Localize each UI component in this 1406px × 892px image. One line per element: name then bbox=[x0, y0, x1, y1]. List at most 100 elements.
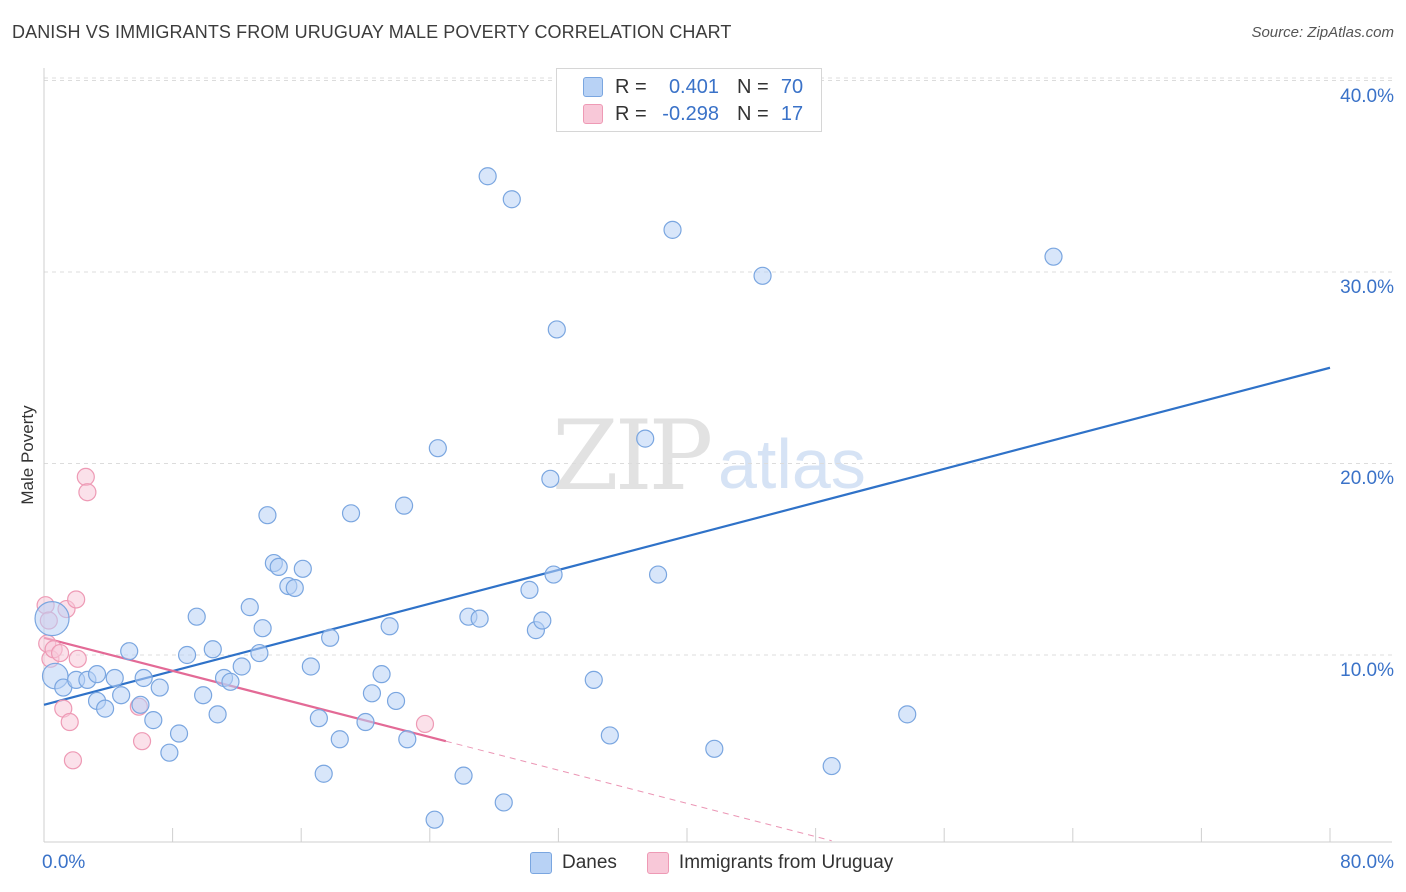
grid-lines bbox=[44, 77, 1392, 656]
point-danes bbox=[301, 657, 320, 676]
point-danes bbox=[112, 686, 131, 705]
r-label: R = bbox=[615, 75, 647, 98]
point-danes bbox=[380, 617, 399, 636]
point-danes bbox=[203, 640, 222, 659]
point-uruguay bbox=[68, 649, 87, 668]
r-value: 0.401 bbox=[668, 75, 719, 98]
point-uruguay bbox=[50, 643, 70, 663]
point-danes bbox=[753, 266, 772, 285]
point-danes bbox=[362, 684, 382, 703]
legend-swatch-danes bbox=[583, 77, 603, 97]
trend-lines bbox=[43, 366, 1331, 842]
point-danes bbox=[258, 506, 277, 525]
point-danes bbox=[134, 668, 153, 688]
point-danes bbox=[541, 469, 560, 488]
axes bbox=[43, 68, 1392, 843]
point-danes bbox=[160, 743, 179, 762]
legend-swatch-uruguay bbox=[583, 104, 603, 124]
point-danes bbox=[120, 642, 139, 661]
y-tick-label-40: 40.0% bbox=[1340, 86, 1394, 107]
point-danes bbox=[705, 739, 724, 758]
point-danes bbox=[169, 724, 189, 743]
trendline-danes bbox=[43, 366, 1331, 706]
point-danes bbox=[269, 557, 288, 577]
data-points bbox=[34, 167, 1063, 829]
trendline-uruguay-extrapolated bbox=[445, 740, 832, 842]
point-danes bbox=[425, 810, 444, 829]
point-danes bbox=[547, 320, 566, 339]
point-danes bbox=[394, 496, 414, 515]
point-danes bbox=[822, 756, 841, 776]
legend-label-uruguay: Immigrants from Uruguay bbox=[678, 852, 894, 873]
point-danes bbox=[533, 611, 552, 630]
legend-swatch-uruguay bbox=[646, 852, 669, 874]
point-danes bbox=[454, 766, 473, 785]
point-danes bbox=[87, 665, 107, 684]
point-danes bbox=[648, 565, 668, 584]
point-uruguay bbox=[60, 712, 79, 732]
point-danes bbox=[663, 220, 682, 239]
point-danes bbox=[372, 665, 391, 684]
y-tick-label-20: 20.0% bbox=[1340, 468, 1394, 489]
legend-label-danes: Danes bbox=[562, 852, 617, 873]
point-danes bbox=[1044, 247, 1063, 266]
point-danes bbox=[240, 598, 259, 617]
x-tick-label-max: 80.0% bbox=[1340, 852, 1394, 873]
point-uruguay bbox=[78, 483, 97, 502]
point-danes bbox=[177, 645, 197, 665]
n-label: N = bbox=[737, 102, 769, 125]
r-label: R = bbox=[615, 102, 647, 125]
point-danes bbox=[293, 559, 312, 578]
point-danes bbox=[34, 601, 70, 637]
point-danes bbox=[232, 657, 251, 676]
point-danes bbox=[478, 167, 497, 186]
point-danes bbox=[144, 711, 163, 730]
y-tick-label-10: 10.0% bbox=[1340, 660, 1394, 681]
point-danes bbox=[208, 705, 227, 724]
point-danes bbox=[636, 429, 655, 448]
point-danes bbox=[544, 565, 563, 584]
n-label: N = bbox=[737, 75, 769, 98]
point-danes bbox=[131, 695, 150, 714]
chart-title: DANISH VS IMMIGRANTS FROM URUGUAY MALE P… bbox=[12, 22, 732, 42]
point-uruguay bbox=[76, 467, 95, 487]
legend-item-danes[interactable]: Danes bbox=[530, 852, 617, 874]
point-danes bbox=[194, 686, 213, 705]
point-danes bbox=[250, 643, 269, 663]
point-uruguay bbox=[67, 590, 86, 609]
point-uruguay bbox=[415, 714, 435, 734]
point-danes bbox=[470, 609, 489, 628]
point-danes bbox=[187, 607, 206, 626]
n-value: 70 bbox=[780, 75, 804, 98]
legend-item-uruguay[interactable]: Immigrants from Uruguay bbox=[646, 852, 894, 874]
point-danes bbox=[356, 712, 375, 732]
legend-row-uruguay: R = -0.298 N = 17 bbox=[583, 101, 809, 127]
legend-row-danes: R = 0.401 N = 70 bbox=[583, 74, 809, 100]
point-uruguay bbox=[132, 732, 152, 751]
trendline-uruguay bbox=[43, 636, 447, 743]
series-legend: Danes Immigrants from Uruguay bbox=[530, 852, 923, 874]
point-danes bbox=[309, 709, 328, 728]
correlation-legend: R = 0.401 N = 70 R = -0.298 N = 17 bbox=[556, 68, 822, 132]
point-danes bbox=[494, 793, 513, 812]
point-danes bbox=[285, 578, 304, 598]
point-danes bbox=[330, 730, 349, 749]
point-danes bbox=[314, 764, 333, 783]
x-tick-label-min: 0.0% bbox=[42, 852, 86, 873]
y-axis-label: Male Poverty bbox=[18, 405, 37, 505]
point-danes bbox=[321, 628, 340, 647]
point-danes bbox=[600, 726, 619, 745]
point-danes bbox=[898, 705, 917, 724]
point-danes bbox=[584, 670, 603, 689]
point-danes bbox=[341, 504, 361, 523]
watermark-zip: ZIP bbox=[552, 400, 713, 512]
point-danes bbox=[95, 699, 115, 718]
legend-swatch-danes bbox=[530, 852, 552, 874]
point-danes bbox=[520, 580, 539, 599]
n-value: 17 bbox=[780, 102, 804, 125]
point-danes bbox=[428, 439, 447, 458]
point-danes bbox=[253, 619, 272, 638]
point-danes bbox=[221, 672, 240, 691]
y-tick-label-30: 30.0% bbox=[1340, 277, 1394, 298]
